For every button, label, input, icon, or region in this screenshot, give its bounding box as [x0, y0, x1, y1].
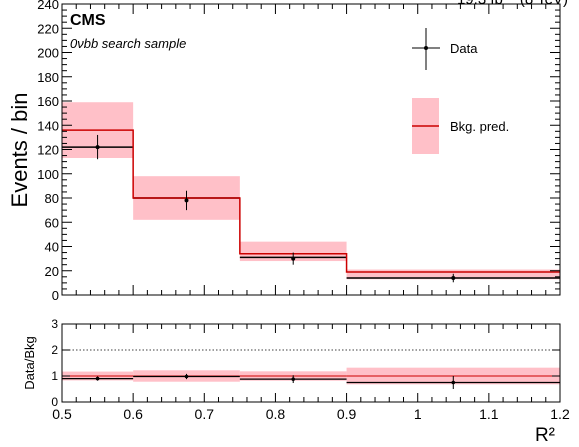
data-point-1 [184, 198, 189, 203]
ratio-xlabel: R² [535, 425, 555, 446]
experiment-label: CMS [70, 12, 106, 29]
ratio-ytick-label-1: 1 [51, 369, 58, 383]
main-ytick-label-11: 220 [37, 21, 59, 36]
legend-data: Data [412, 28, 478, 70]
ratio-xtick-label-0: 0.5 [52, 406, 72, 422]
main-ytick-label-5: 100 [37, 167, 59, 182]
ratio-ytick-label-0: 0 [51, 395, 58, 409]
ratio-ytick-label-3: 3 [51, 317, 58, 331]
main-ytick-label-6: 120 [37, 143, 59, 158]
main-ytick-label-3: 60 [45, 215, 59, 230]
legend-data-dot [424, 46, 428, 50]
ratio-xtick-label-6: 1.1 [479, 406, 499, 422]
main-ytick-label-10: 200 [37, 46, 59, 61]
ratio-x-axis: 0.5 0.6 0.7 0.8 0.9 1 1.1 1.2 [52, 324, 570, 422]
ratio-ytick-label-2: 2 [51, 343, 58, 357]
main-ytick-label-8: 160 [37, 94, 59, 109]
ratio-point-2 [291, 377, 296, 381]
main-ytick-label-7: 140 [37, 118, 59, 133]
data-point-0 [95, 145, 100, 150]
ratio-xtick-label-2: 0.7 [195, 406, 215, 422]
main-ytick-label-9: 180 [37, 70, 59, 85]
legend-data-label: Data [450, 41, 478, 56]
main-ytick-label-12: 240 [37, 0, 59, 12]
ratio-xtick-label-7: 1.2 [550, 406, 570, 422]
ratio-xtick-label-4: 0.9 [337, 406, 357, 422]
main-x-ticks [61, 4, 561, 295]
main-ytick-label-2: 40 [45, 240, 59, 255]
ratio-point-1 [184, 374, 189, 379]
sample-label: 0νbb search sample [70, 36, 186, 51]
ratio-y-axis: 0 1 2 3 [51, 317, 560, 409]
ratio-frame [61, 323, 561, 403]
ratio-points [62, 373, 560, 389]
ratio-xtick-label-1: 0.6 [123, 406, 143, 422]
main-ylabel: Events / bin [7, 93, 32, 208]
ratio-xtick-label-3: 0.8 [266, 406, 286, 422]
ratio-xtick-label-5: 1 [414, 406, 422, 422]
data-point-2 [291, 256, 296, 261]
data-points [95, 134, 456, 283]
data-point-3 [451, 276, 456, 281]
main-ytick-label-0: 0 [52, 288, 59, 303]
legend-bkg-label: Bkg. pred. [450, 119, 509, 134]
ratio-ylabel: Data/Bkg [22, 336, 37, 389]
legend-bkg: Bkg. pred. [412, 98, 509, 154]
main-panel: 0 20 40 60 80 100 120 140 160 180 200 220 240 Events… [7, 0, 561, 303]
legend: Data Bkg. pred. [412, 28, 509, 154]
main-ytick-label-4: 80 [45, 191, 59, 206]
ratio-panel: 0 1 2 3 0.5 0.6 0.7 0.8 0.9 1 1.1 1.2 Data/Bkg R² [22, 317, 570, 446]
bkg-band-2 [239, 241, 347, 262]
bkg-prediction-line [62, 129, 560, 273]
main-y-axis: 0 20 40 60 80 100 120 140 160 180 200 220 240 [37, 0, 560, 303]
ratio-point-3 [451, 380, 456, 385]
ratio-point-0 [95, 376, 100, 381]
main-ytick-label-1: 20 [45, 264, 59, 279]
